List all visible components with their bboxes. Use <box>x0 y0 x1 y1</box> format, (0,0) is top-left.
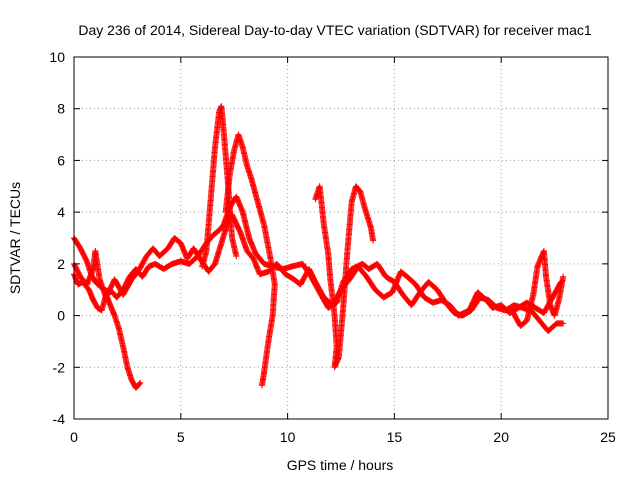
chart-title: Day 236 of 2014, Sidereal Day-to-day VTE… <box>78 22 591 38</box>
plot-frame <box>73 56 609 420</box>
x-tick-label: 10 <box>280 429 296 445</box>
y-tick-label: 8 <box>57 101 65 117</box>
data-point <box>560 273 567 280</box>
y-tick-label: 4 <box>57 204 65 220</box>
x-tick-label: 5 <box>177 429 185 445</box>
x-tick-label: 20 <box>493 429 509 445</box>
series-trace-f <box>312 183 377 371</box>
data-point <box>233 253 240 260</box>
x-tick-label: 0 <box>70 429 78 445</box>
series-trace-c <box>71 211 565 319</box>
axis-ticks: 0 5 10 15 20 25 -4 -2 0 2 4 6 8 10 <box>49 49 616 445</box>
y-tick-label: 0 <box>57 308 65 324</box>
y-tick-label: 6 <box>57 152 65 168</box>
y-tick-label: -4 <box>53 411 66 427</box>
series-trace-e <box>222 131 278 389</box>
grid-lines <box>74 57 608 419</box>
data-point <box>137 379 144 386</box>
data-point <box>258 382 265 389</box>
data-series <box>71 103 567 391</box>
y-axis-label: SDTVAR / TECUs <box>7 182 23 294</box>
data-point <box>370 237 377 244</box>
x-axis-label: GPS time / hours <box>287 457 394 473</box>
x-tick-label: 25 <box>600 429 616 445</box>
data-point <box>136 380 143 387</box>
y-tick-label: 10 <box>49 49 65 65</box>
series-trace-g <box>508 247 567 329</box>
y-tick-label: -2 <box>53 359 66 375</box>
y-tick-label: 2 <box>57 256 65 272</box>
x-tick-label: 15 <box>387 429 403 445</box>
data-point <box>560 320 567 327</box>
